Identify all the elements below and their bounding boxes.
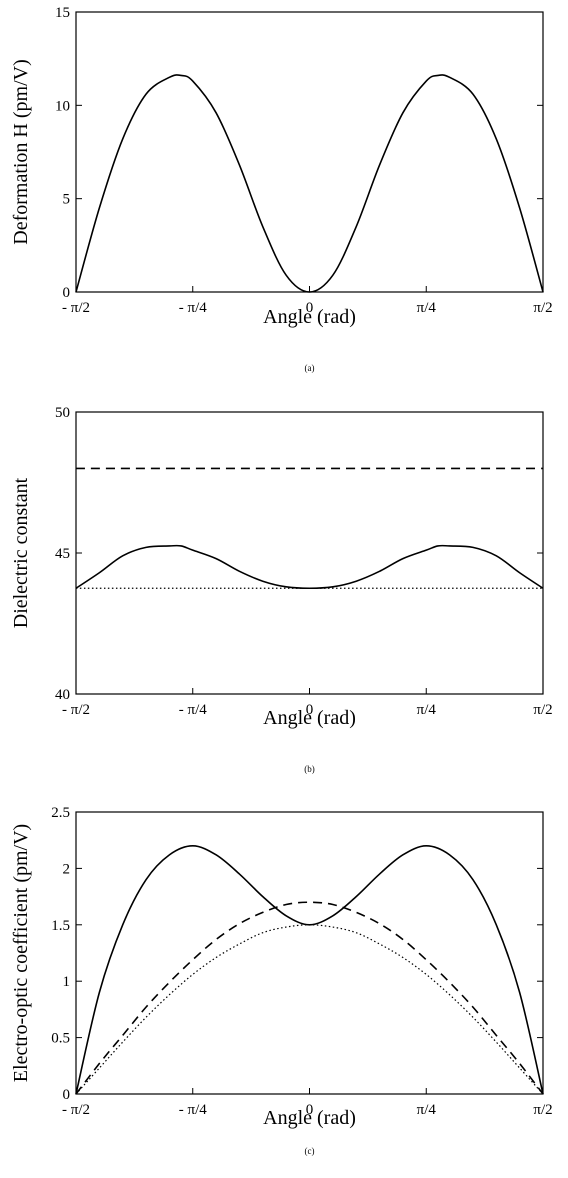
x-tick-label: - π/4 <box>179 1102 207 1118</box>
series-line-solid <box>75 74 544 293</box>
x-tick-label: π/4 <box>417 1102 437 1118</box>
y-tick-label: 0.5 <box>51 1031 70 1047</box>
y-axis-title: Electro-optic coefficient (pm/V) <box>10 824 32 1082</box>
x-tick-label: 0 <box>306 300 314 316</box>
chart-panel-c: 0 0.5 1 1.5 2 2.5 - π/2 - π/4 0 π/4 π/2 Angle (ra… <box>10 805 553 1156</box>
x-tick-label: π/2 <box>533 300 552 316</box>
series-line-solid <box>75 845 544 1095</box>
y-tick-label: 1 <box>63 974 71 990</box>
x-tick-label: - π/2 <box>62 1102 90 1118</box>
y-tick-label: 10 <box>55 98 70 114</box>
plot-frame <box>75 811 544 1095</box>
plot-frame <box>75 11 544 293</box>
y-tick-label: 45 <box>55 546 70 562</box>
y-tick-label: 15 <box>55 5 70 21</box>
y-tick-label: 1.5 <box>51 918 70 934</box>
panel-label: (c) <box>305 1146 315 1156</box>
y-axis-title: Deformation H (pm/V) <box>10 59 32 245</box>
series-line-dotted <box>75 924 544 1095</box>
x-tick-label: π/4 <box>417 702 437 718</box>
x-tick-label: - π/4 <box>179 300 207 316</box>
x-tick-label: - π/2 <box>62 300 90 316</box>
series-line-dashed <box>75 901 544 1095</box>
x-tick-label: π/2 <box>533 1102 552 1118</box>
chart-panel-b: 40 45 50 - π/2 - π/4 0 π/4 π/2 Angle (rad) Die… <box>10 405 553 774</box>
x-tick-label: 0 <box>306 702 314 718</box>
y-axis-title: Dielectric constant <box>10 477 32 628</box>
x-axis-title: Angle (rad) <box>263 707 356 729</box>
y-tick-label: 50 <box>55 405 70 421</box>
panel-label: (a) <box>305 363 315 373</box>
x-tick-label: π/2 <box>533 702 552 718</box>
x-axis-title: Angle (rad) <box>263 1107 356 1129</box>
x-tick-label: 0 <box>306 1102 314 1118</box>
y-tick-label: 5 <box>63 192 71 208</box>
y-tick-label: 0 <box>63 1087 71 1103</box>
panel-label: (b) <box>304 764 315 774</box>
y-tick-label: 40 <box>55 687 70 703</box>
x-axis-title: Angle (rad) <box>263 306 356 328</box>
y-tick-label: 2 <box>63 861 71 877</box>
series-line-solid <box>75 544 544 590</box>
x-tick-label: π/4 <box>417 300 437 316</box>
chart-panel-a: 0 5 10 15 - π/2 - π/4 0 π/4 π/2 Angle (rad) Def… <box>10 5 553 373</box>
x-tick-label: - π/4 <box>179 702 207 718</box>
y-tick-label: 0 <box>63 285 71 301</box>
x-tick-label: - π/2 <box>62 702 90 718</box>
plot-frame <box>75 411 544 695</box>
y-tick-label: 2.5 <box>51 805 70 821</box>
